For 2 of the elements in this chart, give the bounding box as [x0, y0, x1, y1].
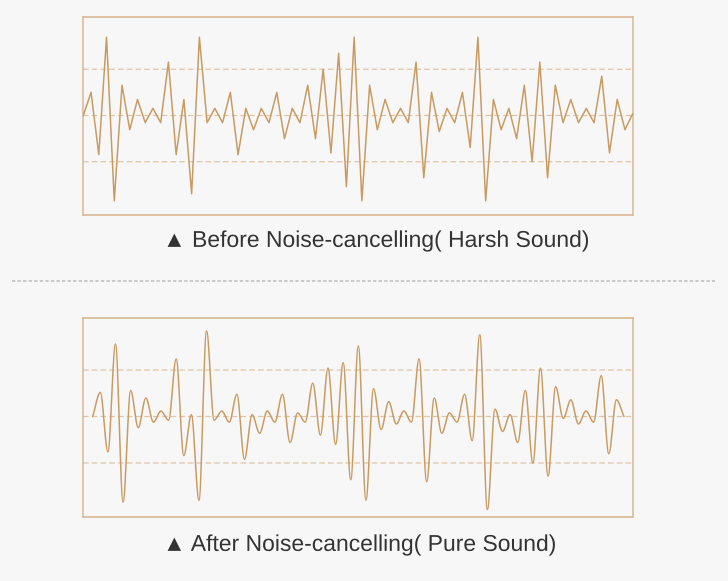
x-axis-title: ▲ Before Noise-cancelling( Harsh Sound): [168, 230, 588, 252]
x-axis-title: ▲ After Noise-cancelling( Pure Sound): [168, 534, 555, 556]
